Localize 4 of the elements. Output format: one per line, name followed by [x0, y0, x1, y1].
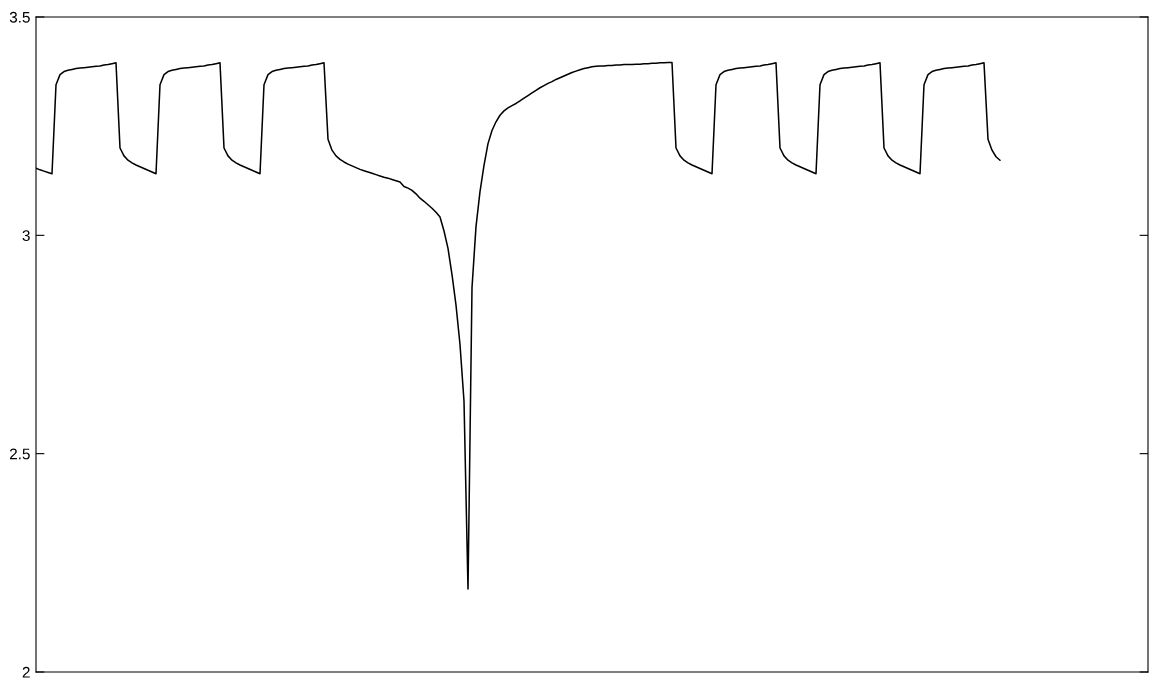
- y-tick-label: 2.5: [9, 448, 30, 460]
- y-tick-label: 3.5: [9, 11, 30, 23]
- y-tick-label: 3: [22, 230, 30, 242]
- y-tick-label: 2: [22, 666, 30, 678]
